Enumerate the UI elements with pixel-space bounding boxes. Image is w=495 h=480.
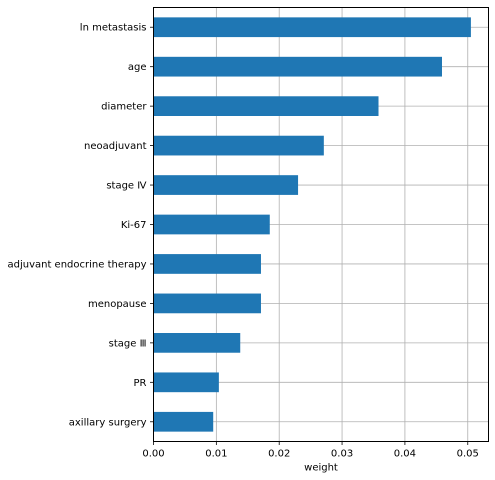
x-axis-label: weight: [304, 463, 338, 474]
y-tick-label: ln metastasis: [80, 23, 147, 34]
x-ticks: 0.00 0.01 0.02 0.03 0.04 0.05: [142, 441, 479, 460]
y-tick-label: stage Ⅳ: [106, 181, 147, 192]
bar: [153, 56, 442, 77]
y-tick-label: adjuvant endocrine therapy: [7, 259, 146, 270]
bar: [153, 254, 261, 274]
bars: [153, 17, 471, 432]
x-tick-label: 0.05: [457, 449, 479, 460]
y-tick-label: diameter: [101, 102, 147, 113]
x-tick-label: 0.04: [394, 449, 416, 460]
x-tick-label: 0.02: [268, 449, 290, 460]
bar: [153, 96, 379, 116]
bar: [153, 214, 270, 235]
y-tick-label: stage Ⅲ: [109, 338, 147, 349]
bar: [153, 293, 261, 314]
y-tick-label: axillary surgery: [69, 417, 147, 428]
plot-frame: [153, 7, 489, 442]
y-tick-labels: ln metastasis age diameter neoadjuvant stage…: [7, 23, 154, 428]
x-tick-label: 0.00: [142, 449, 164, 460]
x-tick-label: 0.03: [331, 449, 353, 460]
y-tick-label: neoadjuvant: [84, 141, 147, 152]
bar: [153, 135, 324, 156]
y-tick-label: Ki-67: [121, 220, 147, 231]
y-tick-label: PR: [134, 378, 147, 389]
y-tick-label: age: [128, 62, 147, 73]
bar: [153, 372, 219, 393]
bar: [153, 17, 471, 38]
y-tick-label: menopause: [88, 299, 147, 310]
bar: [153, 175, 299, 195]
bar: [153, 333, 241, 353]
bar: [153, 411, 214, 432]
x-tick-label: 0.01: [205, 449, 227, 460]
